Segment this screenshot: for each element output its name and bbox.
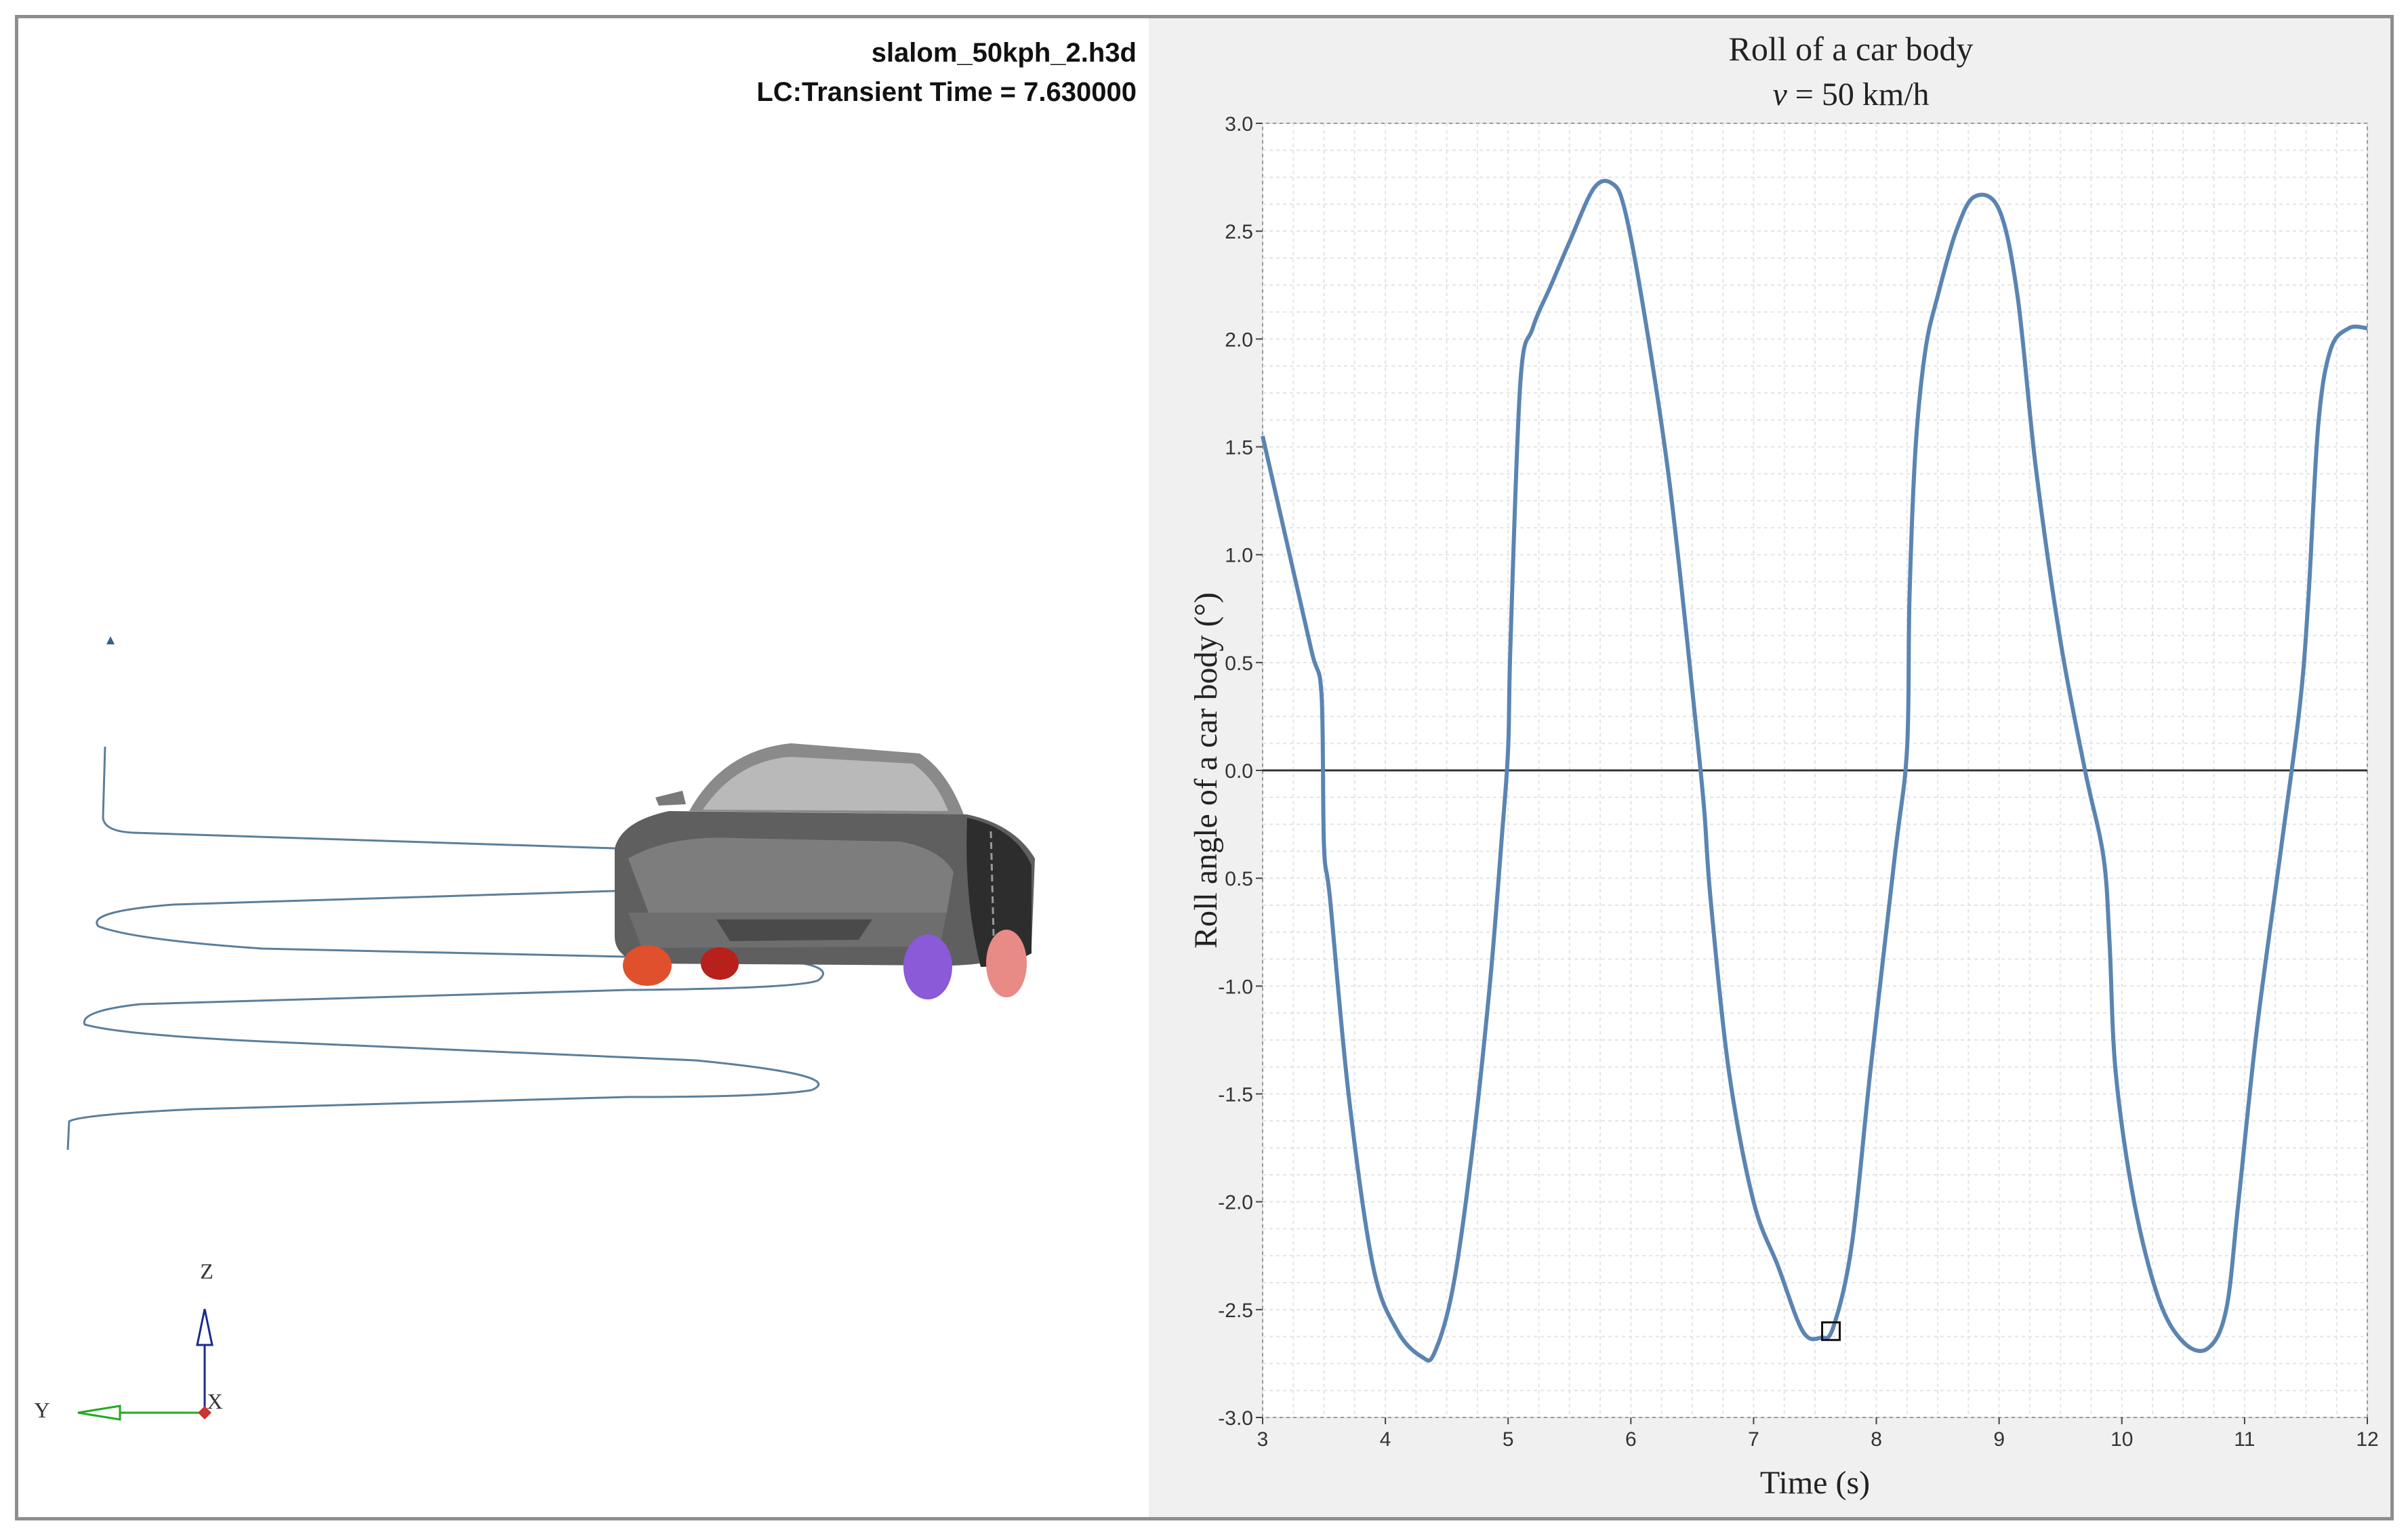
series-line-0 [1261, 178, 2368, 1363]
load-case-label: LC:Transient Time = 7.630000 [756, 77, 1137, 107]
wheel-rear-right [986, 930, 1027, 997]
x-tick-label: 8 [1871, 1428, 1882, 1451]
x-tick-label: 11 [2234, 1428, 2255, 1451]
car-rear-window [703, 757, 948, 811]
wheel-rear-left-inner [701, 947, 739, 980]
grid-lines [1262, 123, 2368, 1418]
model-file-name: slalom_50kph_2.h3d [871, 38, 1137, 68]
slalom-path [66, 746, 824, 1150]
x-tick-label: 9 [1993, 1428, 2005, 1451]
y-tick-label: 0.0 [1225, 760, 1253, 783]
y-tick-label: -2.5 [1218, 1300, 1253, 1322]
triad-x-label: X [207, 1389, 222, 1413]
y-tick-label: -1.5 [1218, 1084, 1253, 1106]
axis-ticks: 3 4 5 6 7 8 9 10 11 12 3.0 2.5 2.0 1.5 1.0 0.5 0.0 0.5 -1.… [1218, 113, 2378, 1451]
y-tick-label: 0.5 [1225, 652, 1253, 675]
viewport-scene: Z Y X [34, 636, 1035, 1422]
y-axis-label: Roll angle of a car body (°) [1188, 592, 1224, 949]
path-start-marker [106, 636, 115, 644]
series-layer [1261, 178, 2368, 1363]
y-tick-label: 1.5 [1225, 437, 1253, 459]
wheel-rear-left [623, 945, 672, 986]
car-diffuser [716, 919, 872, 941]
triad-z-label: Z [200, 1259, 213, 1283]
y-tick-label: 2.0 [1225, 329, 1253, 351]
axis-triad: Z Y X [34, 1259, 222, 1422]
y-tick-label: 1.0 [1225, 545, 1253, 567]
y-tick-label: 3.0 [1225, 113, 1253, 136]
x-tick-label: 7 [1748, 1428, 1759, 1451]
y-tick-label: 0.5 [1225, 868, 1253, 890]
x-tick-label: 6 [1625, 1428, 1637, 1451]
car-model[interactable] [615, 743, 1035, 999]
x-tick-label: 3 [1257, 1428, 1269, 1451]
x-tick-label: 10 [2110, 1428, 2133, 1451]
car-body-highlight [628, 837, 954, 913]
chart-panel: Roll of a car body v = 50 km/h 3 4 5 6 7 8 9 10… [1149, 18, 2390, 1517]
wheel-front-right [903, 934, 952, 999]
x-axis-label: Time (s) [1760, 1465, 1870, 1501]
triad-y-label: Y [34, 1398, 49, 1422]
model-viewport[interactable]: slalom_50kph_2.h3d LC:Transient Time = 7… [18, 18, 1149, 1517]
roll-chart[interactable]: Roll of a car body v = 50 km/h 3 4 5 6 7 8 9 10… [1149, 18, 2390, 1517]
y-tick-label: -2.0 [1218, 1192, 1253, 1214]
viewport-header: slalom_50kph_2.h3d LC:Transient Time = 7… [756, 33, 1137, 112]
x-tick-label: 5 [1503, 1428, 1514, 1451]
subtitle-value: = 50 km/h [1787, 77, 1930, 112]
x-tick-label: 12 [2356, 1428, 2378, 1451]
chart-subtitle: v = 50 km/h [1772, 77, 1929, 112]
car-mirror [655, 791, 686, 806]
car-fender [966, 818, 1032, 967]
current-time-marker [1821, 1321, 1841, 1342]
subtitle-variable: v [1772, 77, 1787, 112]
y-tick-label: -3.0 [1218, 1407, 1253, 1430]
x-tick-label: 4 [1380, 1428, 1391, 1451]
y-tick-label: -1.0 [1218, 976, 1253, 998]
chart-title: Roll of a car body [1728, 30, 1973, 68]
y-tick-label: 2.5 [1225, 221, 1253, 243]
